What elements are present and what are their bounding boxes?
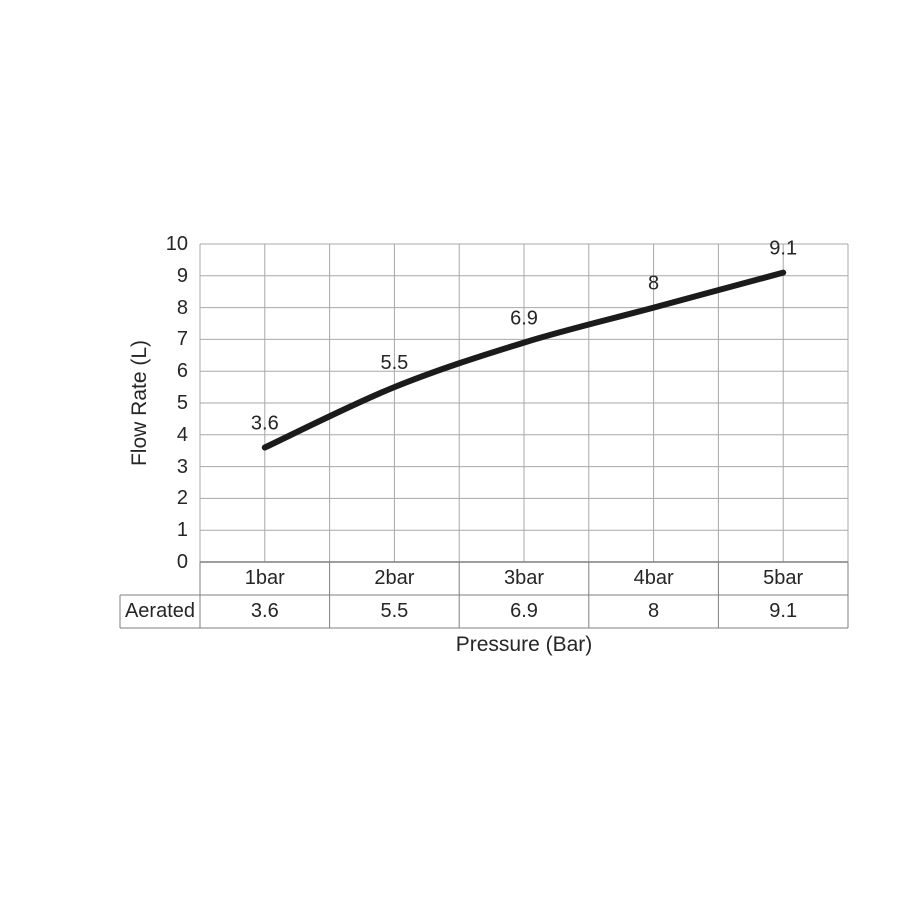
table-value-cell: 5.5: [380, 600, 409, 622]
y-tick-label: 3: [176, 455, 188, 478]
data-label: 8: [648, 273, 659, 295]
y-tick-label: 10: [165, 233, 188, 255]
y-tick-label: 9: [176, 264, 188, 287]
series-line-aerated: [261, 269, 787, 451]
x-category-label: 3bar: [503, 567, 544, 589]
y-tick-label: 5: [176, 392, 188, 414]
x-category-label: 1bar: [244, 567, 285, 589]
y-tick-label: 0: [176, 551, 188, 573]
table-value-cell: 3.6: [250, 600, 279, 622]
y-tick-label: 7: [176, 328, 188, 351]
y-tick-label: 2: [176, 487, 188, 510]
series-row-label: Aerated: [124, 600, 196, 622]
y-tick-label: 8: [176, 296, 188, 319]
data-label: 5.5: [380, 352, 408, 374]
x-category-label: 5bar: [763, 567, 804, 589]
x-category-label: 2bar: [374, 567, 415, 589]
data-label: 9.1: [769, 238, 797, 260]
y-tick-label: 4: [176, 423, 188, 446]
table-value-cell: 6.9: [510, 600, 538, 622]
y-tick-label: 1: [176, 519, 188, 542]
y-tick-label: 6: [176, 360, 188, 383]
table-value-cell: 8: [648, 600, 660, 622]
x-axis-title: Pressure (Bar): [455, 633, 593, 656]
x-category-label: 4bar: [633, 567, 674, 589]
data-label: 3.6: [251, 413, 279, 435]
table-value-cell: 9.1: [769, 600, 798, 622]
data-label: 6.9: [510, 308, 538, 330]
